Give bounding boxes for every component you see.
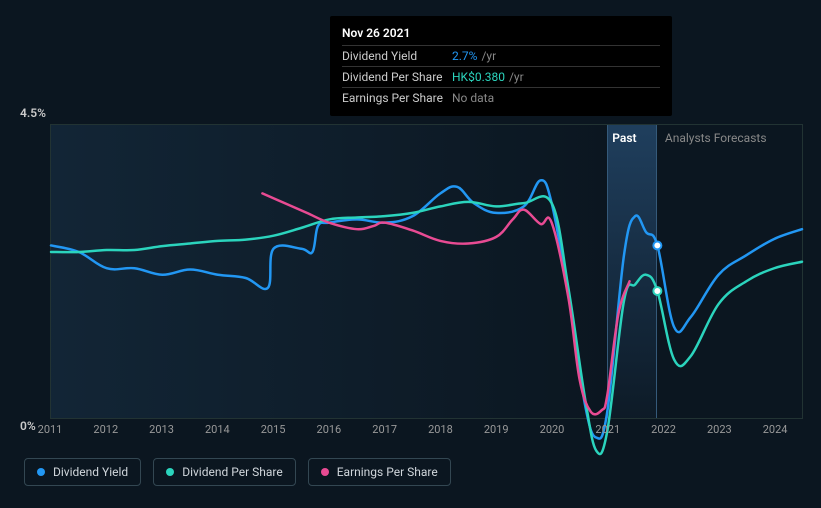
x-axis-tick: 2015 [261,423,286,436]
x-axis: 2011201220132014201520162017201820192020… [50,423,803,437]
x-axis-tick: 2020 [540,423,565,436]
tooltip-row-unit: /yr [481,49,496,63]
tooltip-row-unit: /yr [509,70,524,84]
x-axis-tick: 2016 [317,423,342,436]
legend-item[interactable]: Dividend Yield [24,458,141,486]
legend-item[interactable]: Earnings Per Share [308,458,451,486]
x-axis-tick: 2019 [484,423,509,436]
x-axis-tick: 2011 [38,423,63,436]
legend-item-label: Dividend Per Share [182,465,283,479]
legend-dot-icon [37,468,45,476]
x-axis-tick: 2012 [93,423,118,436]
series-line [51,180,802,438]
x-axis-tick: 2021 [595,423,620,436]
tooltip-row-label: Earnings Per Share [342,91,452,105]
series-marker [653,287,661,295]
x-axis-tick: 2018 [428,423,453,436]
x-axis-tick: 2014 [205,423,230,436]
dividend-chart: 4.5% 0% Past Analysts Forecasts 2011 2012… [20,100,803,443]
plot-area[interactable]: Past Analysts Forecasts [50,124,803,419]
tooltip-row-value: 2.7%/yr [452,49,496,63]
legend-dot-icon [321,468,329,476]
tooltip-row: Dividend Per ShareHK$0.380/yr [342,66,660,87]
legend-item-label: Earnings Per Share [337,465,438,479]
series-marker [653,241,661,249]
x-axis-tick: 2024 [763,423,788,436]
legend-item-label: Dividend Yield [53,465,128,479]
y-axis-max-label: 4.5% [20,106,46,120]
tooltip-row-value: No data [452,91,498,105]
chart-tooltip: Nov 26 2021 Dividend Yield2.7%/yrDividen… [330,16,672,116]
tooltip-date: Nov 26 2021 [342,24,660,45]
legend-item[interactable]: Dividend Per Share [153,458,296,486]
chart-legend: Dividend Yield Dividend Per Share Earnings… [24,458,451,486]
chart-lines [51,125,802,418]
x-axis-tick: 2022 [651,423,676,436]
tooltip-row: Earnings Per ShareNo data [342,87,660,108]
x-axis-tick: 2017 [372,423,397,436]
tooltip-row-value: HK$0.380/yr [452,70,524,84]
x-axis-tick: 2023 [707,423,732,436]
legend-dot-icon [166,468,174,476]
tooltip-row-label: Dividend Per Share [342,70,452,84]
tooltip-row: Dividend Yield2.7%/yr [342,45,660,66]
y-axis-min-label: 0% [20,419,36,433]
tooltip-row-label: Dividend Yield [342,49,452,63]
x-axis-tick: 2013 [149,423,174,436]
